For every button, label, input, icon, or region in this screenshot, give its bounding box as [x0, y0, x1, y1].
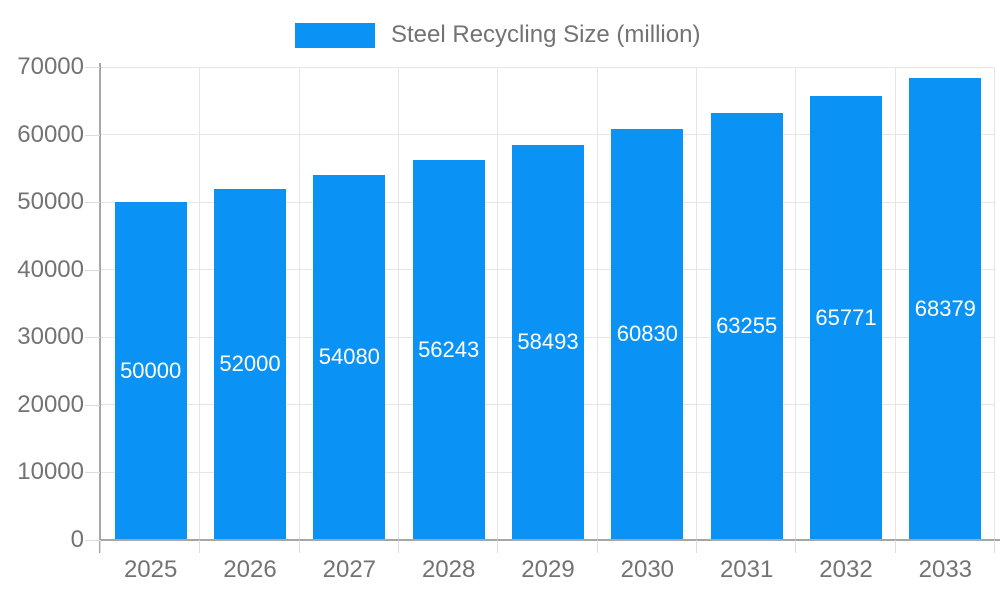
- y-tick-mark: [85, 540, 100, 541]
- x-tick-label: 2030: [620, 556, 675, 583]
- vertical-gridline: [894, 67, 896, 540]
- y-tick-label: 0: [70, 526, 84, 553]
- bar-2032: 65771: [810, 95, 882, 540]
- bar-2025: 50000: [114, 202, 187, 540]
- x-tick-mark: [398, 540, 399, 553]
- y-axis-line: [99, 63, 101, 553]
- bar-2031: 63255: [710, 112, 783, 540]
- x-tick-label: 2032: [819, 556, 873, 583]
- x-tick-label: 2027: [322, 556, 377, 583]
- bar-2033: 68379: [909, 77, 982, 540]
- y-tick-mark: [85, 202, 100, 204]
- horizontal-gridline: [101, 134, 995, 136]
- y-tick-mark: [85, 337, 100, 339]
- bar-value-label: 63255: [716, 313, 778, 339]
- x-tick-mark: [199, 540, 201, 553]
- bar-value-label: 56243: [418, 336, 480, 362]
- bar-value-label: 52000: [219, 351, 281, 377]
- vertical-gridline: [497, 67, 499, 540]
- y-tick-mark: [85, 472, 100, 474]
- vertical-gridline: [696, 67, 697, 540]
- y-tick-label: 30000: [17, 323, 84, 351]
- bar-2026: 52000: [214, 188, 286, 540]
- bar-value-label: 68379: [914, 295, 976, 321]
- x-tick-mark: [100, 540, 101, 553]
- plot-area: 50000 52000 54080 56243 58493 60830 63255 65771…: [101, 66, 995, 540]
- vertical-gridline: [596, 67, 598, 540]
- y-tick-mark: [85, 404, 100, 406]
- x-tick-label: 2033: [918, 556, 973, 583]
- x-tick-label: 2031: [719, 556, 774, 583]
- legend-swatch: [295, 22, 375, 48]
- bar-value-label: 60830: [616, 321, 678, 347]
- bar-2029: 58493: [512, 144, 584, 540]
- y-tick-label: 40000: [17, 255, 84, 283]
- vertical-gridline: [199, 67, 201, 540]
- bar-value-label: 54080: [318, 344, 380, 370]
- x-tick-label: 2028: [421, 556, 476, 583]
- x-tick-label: 2025: [123, 556, 178, 583]
- bar-2030: 60830: [611, 128, 684, 540]
- x-axis-line: [99, 539, 1000, 541]
- y-tick-mark: [85, 269, 100, 271]
- x-tick-mark: [497, 540, 499, 553]
- legend-label: Steel Recycling Size (million): [391, 21, 701, 48]
- y-tick-mark: [85, 134, 100, 136]
- y-tick-label: 10000: [17, 458, 84, 486]
- bar-value-label: 50000: [120, 358, 182, 384]
- bar-2027: 54080: [313, 174, 386, 540]
- x-tick-mark: [696, 540, 697, 553]
- chart-legend: Steel Recycling Size (million): [295, 20, 700, 50]
- x-tick-mark: [994, 540, 995, 553]
- vertical-gridline: [994, 67, 995, 540]
- vertical-gridline: [398, 67, 399, 540]
- bar-2028: 56243: [412, 159, 485, 540]
- vertical-gridline: [795, 67, 797, 540]
- x-tick-mark: [894, 540, 896, 553]
- y-tick-label: 60000: [17, 120, 84, 148]
- x-tick-mark: [298, 540, 300, 553]
- x-tick-label: 2026: [223, 556, 277, 583]
- horizontal-gridline: [101, 66, 995, 68]
- y-tick-label: 70000: [17, 53, 84, 80]
- y-tick-label: 20000: [17, 390, 84, 418]
- y-tick-label: 50000: [17, 188, 84, 216]
- bar-value-label: 58493: [517, 329, 579, 355]
- bar-value-label: 65771: [815, 304, 877, 330]
- x-tick-label: 2029: [521, 556, 575, 583]
- y-tick-mark: [85, 67, 100, 68]
- x-tick-mark: [596, 540, 598, 553]
- vertical-gridline: [298, 67, 300, 540]
- x-tick-mark: [795, 540, 797, 553]
